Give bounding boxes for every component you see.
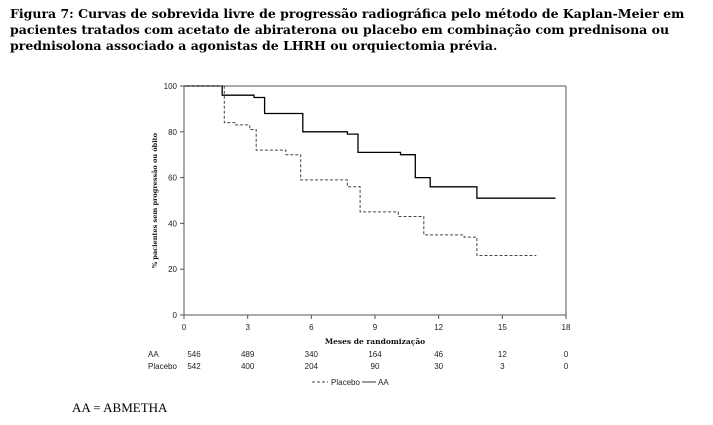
risk-cell: 30: [434, 362, 443, 371]
chart-axes: 0 20 40 60 80 100 0 3 6 9 12 15 18 Meses de randomiza…: [151, 82, 571, 346]
risk-cell: 546: [187, 350, 201, 359]
x-tick-label: 15: [498, 323, 507, 332]
risk-cell: 340: [305, 350, 319, 359]
risk-row-label: Placebo: [148, 362, 177, 371]
series-line-aa: [184, 85, 556, 199]
y-axis-label: % pacientes sem progressão ou óbito: [151, 132, 159, 268]
chart-curves: [184, 85, 556, 256]
x-tick-label: 18: [562, 323, 571, 332]
risk-cell: 489: [241, 350, 255, 359]
risk-cell: 12: [498, 350, 507, 359]
risk-cell: 204: [305, 362, 319, 371]
y-tick-label: 40: [168, 219, 177, 228]
risk-cell: 90: [371, 362, 380, 371]
x-axis-label: Meses de randomização: [325, 337, 425, 346]
x-tick-label: 12: [434, 323, 443, 332]
y-tick-label: 100: [164, 82, 178, 91]
figure-caption: Figura 7: Curvas de sobrevida livre de p…: [10, 6, 685, 53]
risk-row-label: AA: [148, 350, 159, 359]
risk-cell: 542: [187, 362, 201, 371]
x-tick-label: 0: [182, 323, 187, 332]
series-line-placebo: [184, 85, 537, 256]
x-tick-label: 6: [309, 323, 314, 332]
risk-cell: 0: [564, 362, 569, 371]
x-tick-label: 3: [245, 323, 250, 332]
risk-cell: 46: [434, 350, 443, 359]
y-tick-label: 20: [168, 265, 177, 274]
legend-label-aa: AA: [378, 378, 389, 387]
y-tick-label: 0: [173, 311, 178, 320]
y-tick-label: 60: [168, 174, 177, 183]
footnote: AA = ABMETHA: [72, 400, 168, 415]
risk-cell: 400: [241, 362, 255, 371]
chart-legend: Placebo AA: [312, 378, 389, 387]
y-tick-label: 80: [168, 128, 177, 137]
x-tick-label: 9: [373, 323, 378, 332]
legend-label-placebo: Placebo: [331, 378, 360, 387]
risk-cell: 0: [564, 350, 569, 359]
risk-cell: 164: [368, 350, 382, 359]
risk-cell: 3: [500, 362, 505, 371]
